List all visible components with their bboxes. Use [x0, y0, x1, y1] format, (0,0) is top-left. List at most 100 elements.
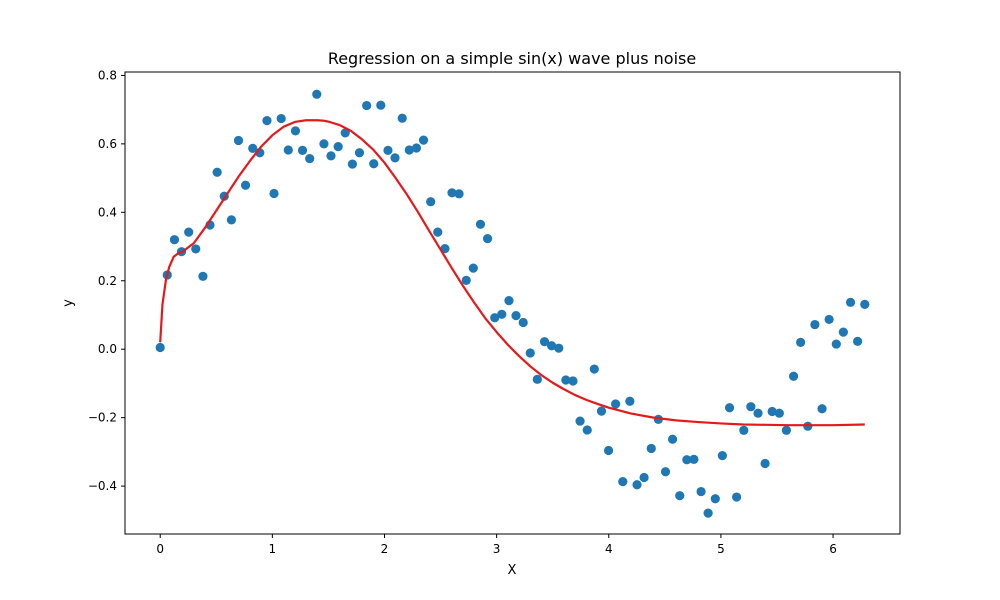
- data-point: [532, 374, 542, 384]
- data-point: [589, 364, 599, 374]
- x-axis: 0 1 2 3 4 5 6: [156, 534, 837, 556]
- data-point: [369, 159, 379, 169]
- data-point: [297, 145, 308, 155]
- data-point: [475, 219, 486, 229]
- data-point: [333, 142, 343, 152]
- data-point: [440, 243, 450, 254]
- data-point: [575, 416, 585, 426]
- data-point: [781, 425, 792, 435]
- data-point: [404, 145, 414, 155]
- data-point: [212, 167, 222, 177]
- data-point: [682, 455, 692, 465]
- x-tick-label: 0: [156, 542, 164, 556]
- data-point: [354, 148, 365, 158]
- data-point: [853, 336, 863, 346]
- data-point: [397, 113, 407, 123]
- data-point: [774, 408, 784, 418]
- data-point: [546, 341, 557, 351]
- data-point: [632, 480, 642, 490]
- data-point: [817, 404, 827, 414]
- data-point: [561, 375, 571, 385]
- data-point: [625, 396, 635, 406]
- data-point: [710, 494, 720, 504]
- y-tick-label: 0.8: [98, 68, 117, 82]
- data-point: [305, 153, 315, 164]
- y-tick-label: −0.2: [88, 411, 117, 425]
- data-point: [525, 348, 535, 358]
- data-point: [490, 313, 500, 323]
- data-point: [845, 297, 856, 307]
- data-point: [746, 402, 756, 412]
- data-point: [240, 180, 251, 190]
- data-point: [497, 309, 507, 319]
- y-tick-label: 0.2: [98, 274, 117, 288]
- data-point: [184, 227, 194, 237]
- data-point: [347, 159, 358, 169]
- x-tick-label: 3: [493, 542, 501, 556]
- data-point: [582, 425, 592, 435]
- data-point: [689, 454, 699, 464]
- data-point: [454, 189, 464, 199]
- data-point: [482, 234, 493, 244]
- data-point: [447, 188, 457, 198]
- y-axis-label: y: [61, 299, 76, 307]
- x-tick-label: 6: [829, 542, 837, 556]
- data-point: [860, 299, 870, 309]
- data-point: [660, 467, 671, 477]
- fit-line: [159, 119, 865, 427]
- data-point: [703, 508, 713, 518]
- data-point: [155, 342, 165, 353]
- data-point: [611, 399, 621, 409]
- data-point: [433, 227, 443, 237]
- x-tick-label: 1: [269, 542, 277, 556]
- data-point: [760, 458, 770, 469]
- data-point: [326, 151, 336, 161]
- data-point: [554, 343, 564, 353]
- data-point: [312, 89, 322, 99]
- x-tick-label: 5: [717, 542, 725, 556]
- data-point: [376, 100, 386, 110]
- data-point: [739, 425, 749, 435]
- y-tick-label: −0.4: [88, 479, 117, 493]
- data-point: [290, 126, 301, 136]
- x-tick-label: 4: [605, 542, 613, 556]
- y-tick-label: 0.0: [98, 342, 117, 356]
- data-point: [276, 113, 286, 124]
- x-axis-label: X: [508, 563, 517, 578]
- data-point: [233, 135, 244, 146]
- y-axis: −0.4 −0.2 0.0 0.2 0.4 0.6 0.8: [88, 68, 125, 493]
- data-point: [518, 317, 528, 328]
- data-point: [596, 406, 607, 416]
- data-point: [426, 197, 436, 207]
- data-point: [269, 188, 279, 199]
- data-point: [411, 143, 422, 153]
- data-point: [717, 451, 727, 461]
- y-tick-label: 0.6: [98, 137, 117, 151]
- data-point: [732, 492, 742, 502]
- data-point: [468, 263, 478, 273]
- data-point: [810, 319, 820, 330]
- data-point: [539, 337, 550, 347]
- data-point: [248, 143, 258, 153]
- data-point: [504, 296, 514, 306]
- data-point: [831, 339, 841, 349]
- data-point: [724, 403, 735, 413]
- data-point: [568, 376, 578, 386]
- chart-title: Regression on a simple sin(x) wave plus …: [328, 49, 696, 68]
- data-point: [824, 314, 834, 325]
- data-point: [788, 371, 799, 381]
- data-point: [262, 116, 272, 126]
- data-point: [198, 271, 208, 281]
- data-point: [767, 406, 777, 417]
- data-point: [340, 128, 350, 138]
- data-point: [191, 244, 201, 254]
- scatter-series: [155, 89, 870, 518]
- data-point: [169, 235, 180, 245]
- data-point: [511, 311, 521, 321]
- x-tick-label: 2: [381, 542, 389, 556]
- data-point: [390, 153, 400, 163]
- data-point: [696, 486, 706, 497]
- y-tick-label: 0.4: [98, 205, 117, 219]
- data-point: [418, 135, 429, 145]
